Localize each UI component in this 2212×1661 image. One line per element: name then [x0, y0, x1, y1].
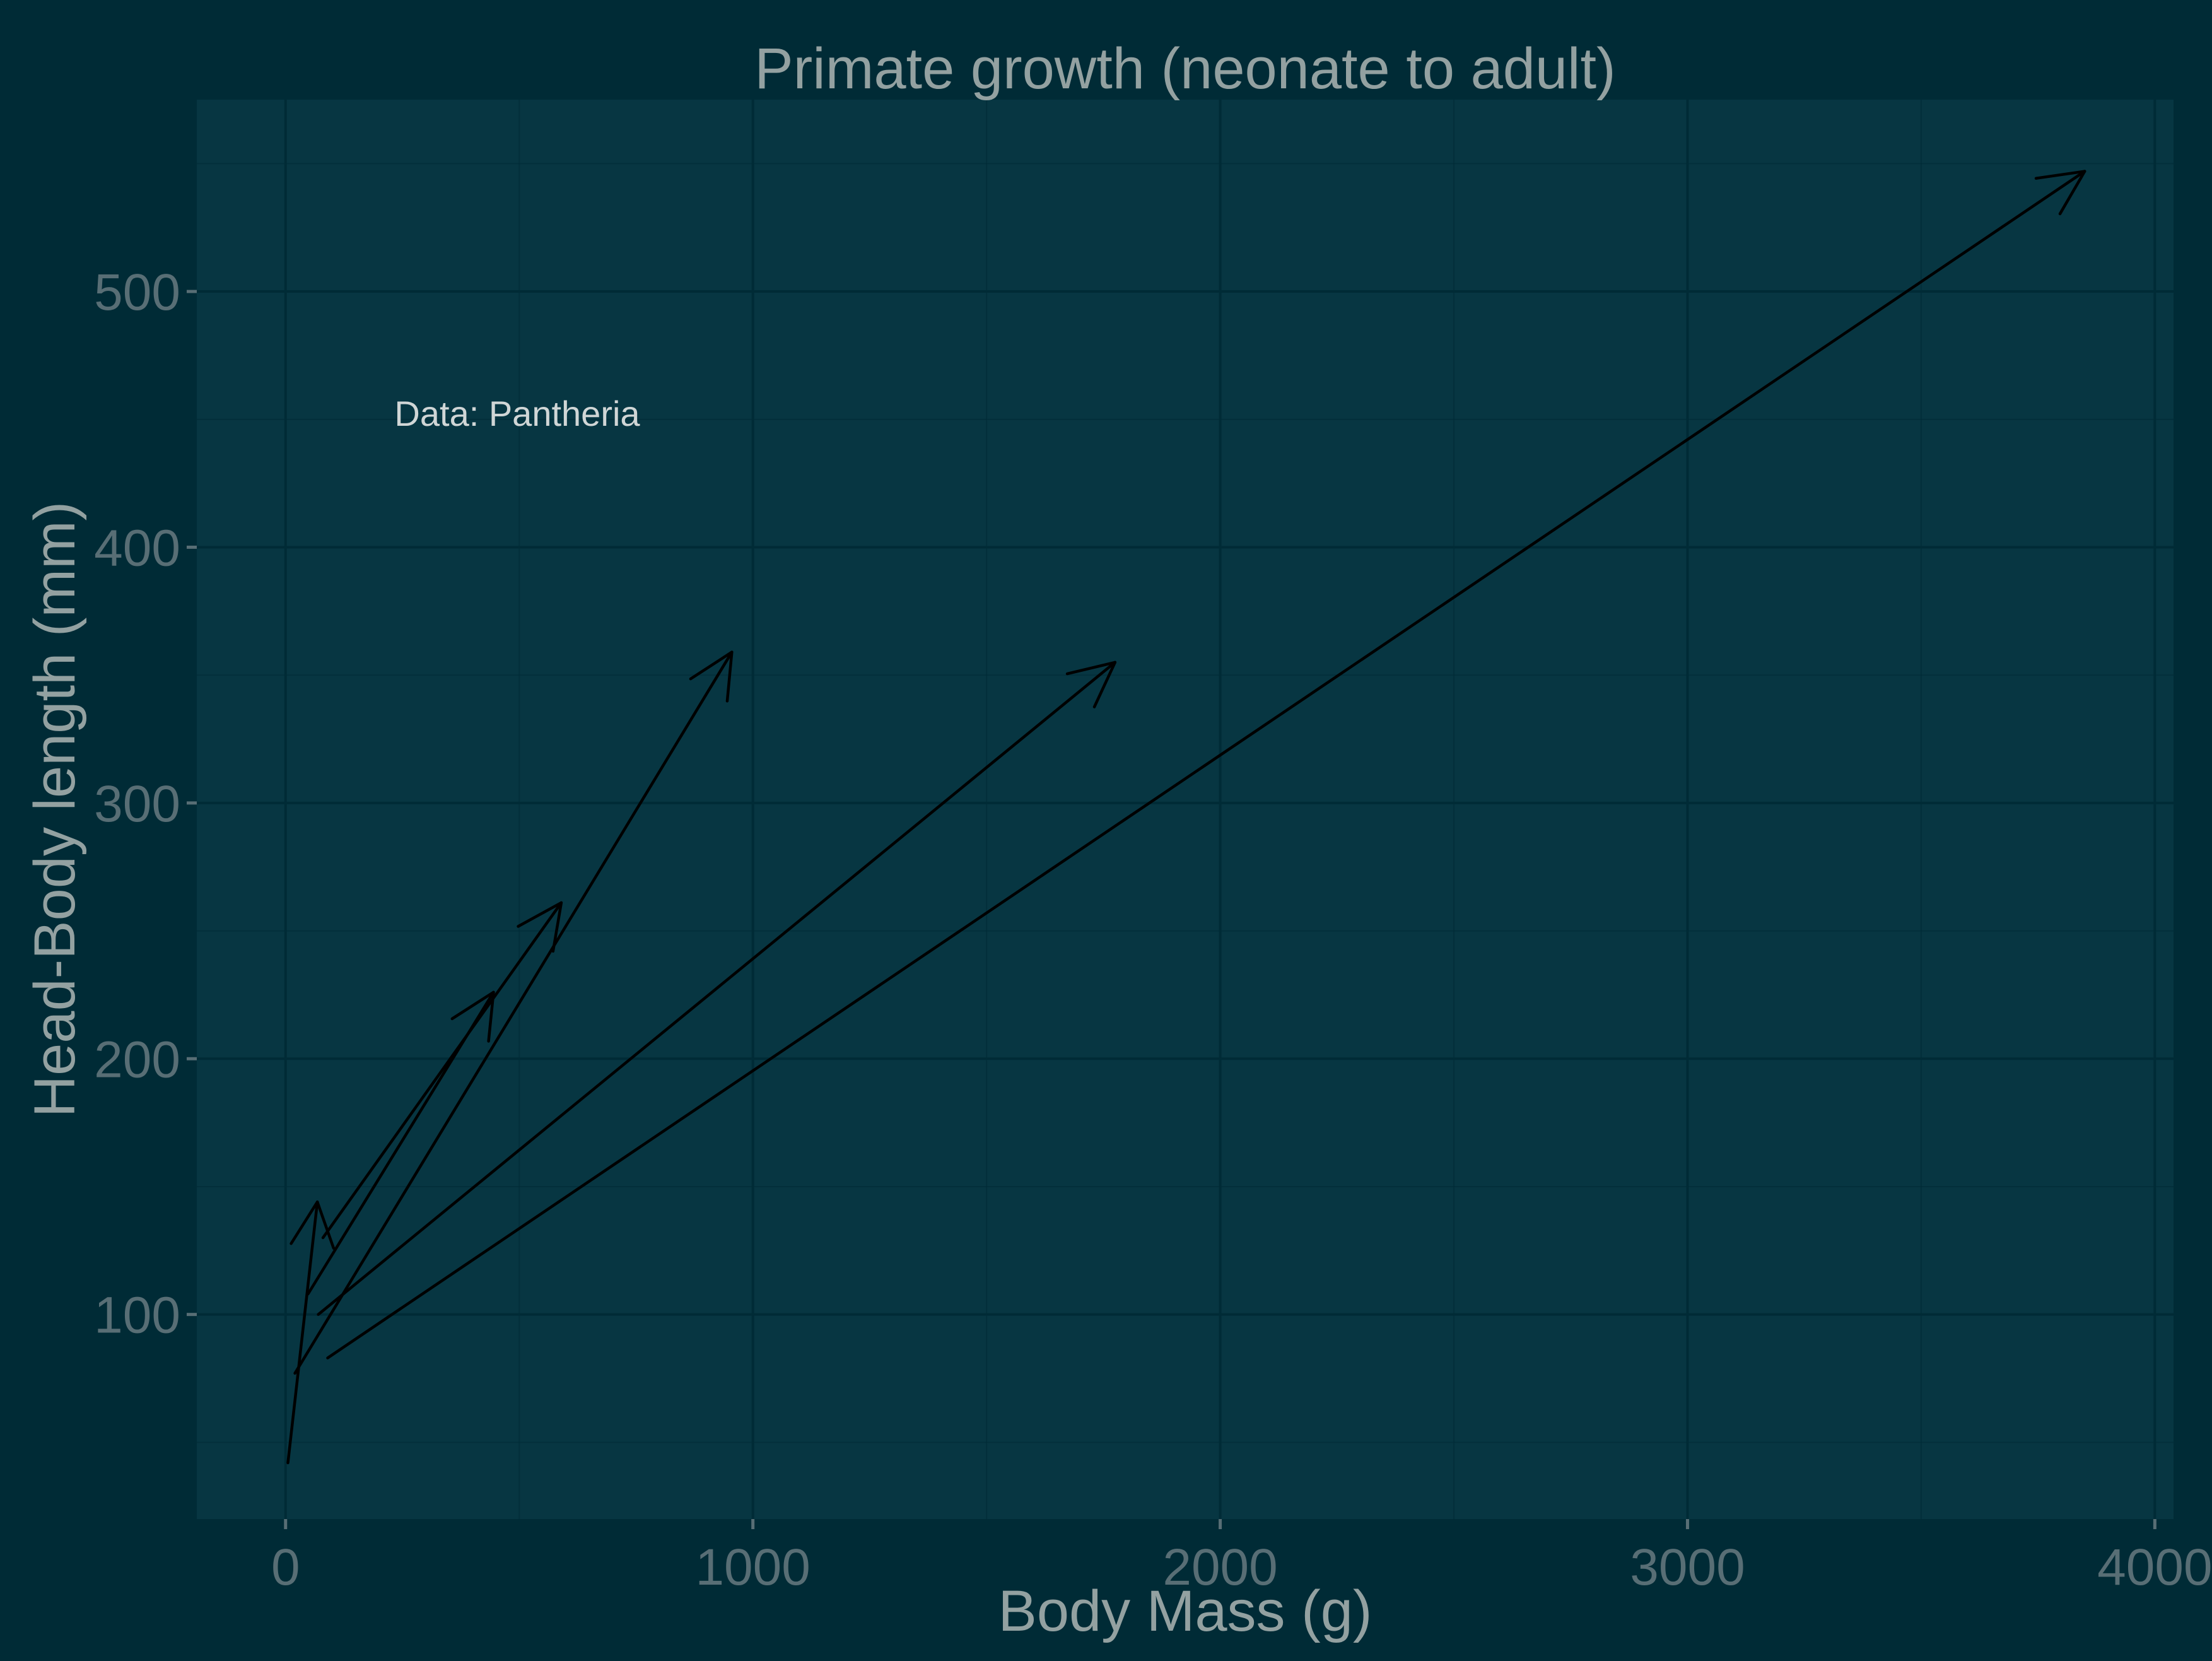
growth-arrow-head: [450, 990, 495, 1043]
growth-arrow-head: [290, 1200, 336, 1250]
chart-title: Primate growth (neonate to adult): [754, 37, 1615, 101]
x-tick-label: 2000: [1162, 1539, 1277, 1596]
grid-lines: [197, 100, 2174, 1519]
x-tick-label: 3000: [1630, 1539, 1745, 1596]
tick-labels: 0 1000 2000 3000 4000 100 200 300 400 500: [94, 264, 2212, 1596]
y-tick-label: 300: [94, 775, 180, 833]
growth-arrow-head: [517, 901, 563, 953]
growth-arrow-head: [689, 650, 734, 703]
growth-arrow-shaft: [293, 650, 734, 1375]
x-tick-label: 4000: [2097, 1539, 2212, 1596]
y-tick-label: 100: [94, 1287, 180, 1344]
growth-arrow-shaft: [321, 901, 563, 1240]
y-axis-label: Head-Body length (mm): [23, 502, 87, 1118]
x-tick-label: 0: [271, 1539, 300, 1596]
growth-arrow-shaft: [286, 1200, 319, 1465]
plot-panel: [197, 100, 2174, 1519]
y-tick-label: 400: [94, 519, 180, 577]
growth-arrows: [286, 170, 2086, 1465]
y-tick-label: 200: [94, 1031, 180, 1088]
growth-arrow-shaft: [317, 660, 1117, 1316]
y-tick-label: 500: [94, 264, 180, 321]
x-axis-label: Body Mass (g): [998, 1579, 1372, 1643]
growth-arrow-shaft: [326, 170, 2086, 1359]
x-tick-label: 1000: [695, 1539, 810, 1596]
axis-ticks: [187, 290, 2156, 1529]
growth-arrow-head: [1065, 660, 1117, 708]
data-source-annotation: Data: Pantheria: [394, 394, 640, 433]
growth-arrow-head: [2034, 170, 2086, 216]
